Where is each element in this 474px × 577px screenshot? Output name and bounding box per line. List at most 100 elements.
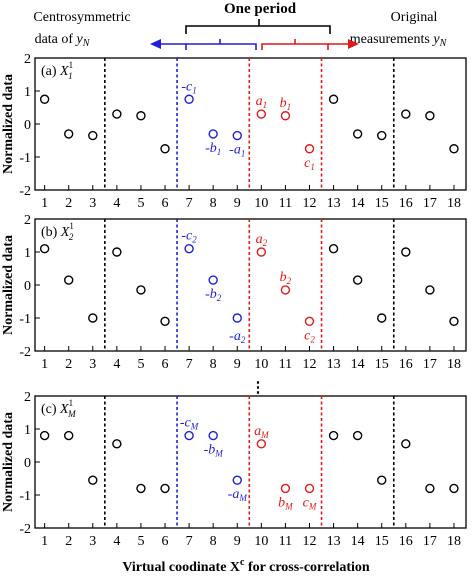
data-point	[377, 130, 387, 141]
data-point	[184, 243, 194, 254]
x-tick-label: 7	[186, 357, 193, 372]
data-point	[377, 475, 387, 485]
data-point	[449, 483, 459, 494]
x-tick-label: 5	[137, 357, 144, 372]
x-tick-label: 1	[41, 357, 48, 372]
point-annotation: a2	[256, 232, 268, 248]
y-tick-label: -2	[19, 522, 31, 537]
point-annotation: -b2	[205, 287, 222, 303]
red-bracket	[261, 39, 329, 50]
x-tick-label: 2	[65, 196, 72, 211]
y-axis-label: Normalized data	[1, 235, 16, 335]
x-tick-label: 2	[65, 534, 72, 549]
x-tick-label: 5	[137, 534, 144, 549]
figure-header: Centrosymmetric data of yN One period Or…	[33, 1, 448, 50]
point-annotation: -c1	[181, 79, 196, 95]
x-axis-label: Virtual coodinate Xc for cross-correlati…	[122, 557, 370, 575]
data-point	[208, 129, 218, 139]
data-point	[377, 313, 387, 323]
data-point	[136, 111, 146, 121]
x-tick-label: 6	[162, 357, 169, 372]
plot-frame	[34, 57, 467, 191]
x-tick-label: 6	[162, 196, 169, 211]
x-tick-label: 18	[447, 196, 461, 211]
panel-label: (c) X1 M	[41, 398, 76, 419]
blue-arrow-head	[150, 39, 161, 49]
data-point	[401, 247, 411, 257]
x-tick-label: 18	[447, 357, 461, 372]
x-tick-label: 13	[327, 196, 341, 211]
x-tick-label: 15	[375, 196, 389, 211]
x-tick-label: 1	[41, 534, 48, 549]
point-annotation: -b1	[205, 141, 221, 157]
data-point	[160, 316, 170, 326]
data-point	[304, 483, 315, 494]
point-annotation: -bM	[204, 443, 224, 459]
y-tick-label: 1	[24, 85, 31, 100]
data-point	[112, 247, 122, 257]
period-brace	[185, 19, 331, 34]
data-point	[401, 439, 411, 449]
x-tick-label: 3	[89, 357, 96, 372]
data-point	[352, 275, 363, 285]
x-tick-label: 9	[234, 357, 241, 372]
y-axis-label: Normalized data	[1, 74, 16, 174]
data-point	[88, 313, 98, 323]
data-point	[88, 130, 98, 141]
data-point	[425, 483, 435, 494]
data-point	[64, 275, 74, 285]
x-tick-label: 14	[351, 357, 365, 372]
data-point	[160, 483, 170, 494]
y-tick-label: 0	[24, 279, 31, 294]
x-tick-label: 9	[234, 534, 241, 549]
data-point	[280, 285, 291, 295]
data-point	[39, 243, 50, 254]
y-tick-label: 1	[24, 246, 31, 261]
data-point	[184, 430, 194, 441]
x-tick-label: 17	[423, 196, 437, 211]
data-point	[352, 129, 363, 139]
header-right-line1: Original	[391, 10, 438, 25]
point-annotation: c2	[304, 328, 315, 344]
x-tick-label: 12	[302, 357, 316, 372]
x-tick-label: 11	[279, 196, 292, 211]
point-annotation: -aM	[228, 487, 248, 503]
x-tick-label: 16	[399, 357, 413, 372]
y-tick-label: -2	[19, 184, 31, 199]
data-point	[449, 144, 459, 154]
blue-bracket	[185, 39, 257, 50]
x-tick-label: 11	[279, 357, 292, 372]
data-point	[112, 109, 122, 119]
plot-frame	[34, 218, 467, 352]
x-tick-label: 11	[279, 534, 292, 549]
point-annotation: -a1	[229, 143, 245, 159]
data-point	[64, 430, 74, 441]
x-tick-label: 13	[327, 357, 341, 372]
point-annotation: aM	[254, 424, 269, 440]
x-tick-label: 7	[186, 196, 193, 211]
y-tick-label: 2	[24, 390, 31, 405]
data-point	[401, 109, 411, 119]
data-point	[304, 316, 315, 326]
data-point	[449, 316, 459, 326]
data-point	[112, 439, 122, 449]
y-tick-label: 0	[24, 456, 31, 471]
x-tick-label: 16	[399, 196, 413, 211]
data-point	[304, 144, 315, 154]
point-annotation: b2	[280, 270, 292, 286]
x-tick-label: 1	[41, 196, 48, 211]
point-annotation: -c2	[181, 229, 197, 245]
y-axis-label: Normalized data	[1, 412, 16, 512]
data-point	[352, 430, 363, 441]
data-point	[39, 94, 50, 104]
data-point	[232, 475, 242, 485]
plot-frame	[34, 395, 467, 529]
y-tick-label: 2	[24, 213, 31, 228]
data-point	[256, 247, 267, 257]
data-point	[232, 130, 242, 141]
x-tick-label: 4	[113, 357, 120, 372]
header-left-line2: data of yN	[35, 32, 91, 49]
